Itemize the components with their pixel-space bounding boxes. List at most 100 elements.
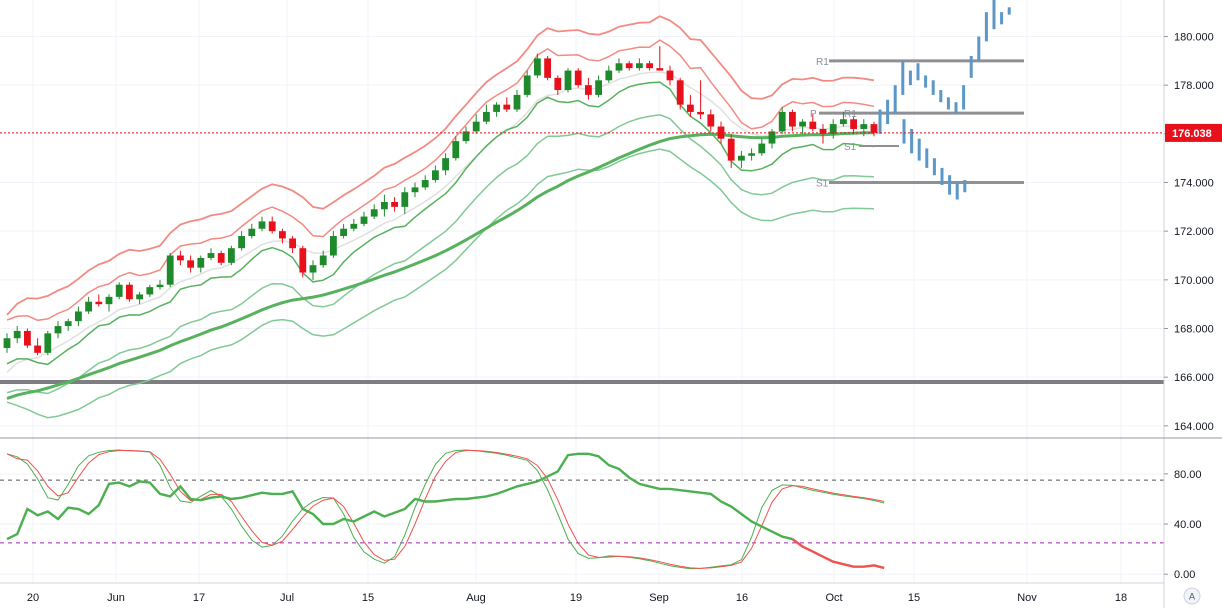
- candle: [156, 279, 164, 290]
- forecast-bar: [1000, 12, 1004, 25]
- candle: [605, 65, 613, 83]
- pivot-levels: R1 P R1 S1 S1: [810, 57, 1024, 190]
- candle: [809, 114, 817, 132]
- oscillator-tick-label: 80.00: [1174, 469, 1202, 481]
- candle: [503, 97, 511, 112]
- candle: [401, 187, 409, 215]
- candle: [748, 148, 755, 161]
- candle: [360, 211, 368, 227]
- candle: [95, 294, 103, 307]
- oscillator-panel: [0, 449, 1164, 570]
- lower-envelope-outer: [6, 148, 875, 419]
- forecast-bar: [878, 109, 882, 134]
- forecast-bar: [969, 55, 973, 78]
- time-tick-label: 16: [736, 592, 748, 604]
- forecast-bar: [977, 36, 981, 61]
- moving-average-slow: [6, 131, 874, 400]
- forecast-bar: [932, 158, 936, 176]
- candle: [126, 282, 133, 302]
- candle: [258, 216, 266, 232]
- forecast-bar: [902, 119, 906, 144]
- forecast-bar: [901, 60, 905, 95]
- time-tick-label: 19: [570, 592, 582, 604]
- price-tick-label: 164.000: [1174, 421, 1214, 433]
- candle: [75, 306, 82, 327]
- candle: [146, 284, 154, 297]
- forecast-bar: [962, 85, 966, 110]
- indicator-lines: [6, 15, 875, 419]
- time-tick-label: 15: [908, 592, 920, 604]
- candle: [309, 260, 317, 280]
- candle: [340, 223, 347, 239]
- candle: [289, 236, 296, 254]
- candle: [687, 94, 694, 117]
- moving-average-light: [6, 71, 875, 373]
- forecast-bar: [925, 148, 929, 168]
- candle: [625, 60, 633, 71]
- candle: [707, 109, 715, 132]
- candle: [850, 116, 857, 134]
- forecast-bar: [924, 75, 928, 88]
- price-tick-label: 178.000: [1174, 80, 1214, 92]
- price-tick-label: 180.000: [1174, 32, 1214, 44]
- candle: [819, 124, 827, 144]
- candle: [85, 296, 92, 314]
- candle: [789, 109, 796, 132]
- candle: [493, 102, 500, 117]
- rsi-line-bearish: [791, 538, 885, 570]
- time-tick-label: 18: [1115, 592, 1127, 604]
- price-tick-label: 174.000: [1174, 178, 1214, 190]
- candle: [676, 77, 684, 110]
- forecast-projection: [878, 0, 1011, 200]
- candle: [238, 231, 245, 251]
- time-tick-label: Aug: [466, 592, 486, 604]
- forecast-bar: [954, 102, 958, 115]
- candle: [34, 338, 41, 356]
- candle: [646, 60, 653, 71]
- forecast-bar: [917, 138, 921, 161]
- time-tick-label: Oct: [825, 592, 842, 604]
- forecast-bar: [908, 70, 912, 86]
- rsi-line: [6, 452, 793, 541]
- candle: [279, 228, 286, 244]
- candle: [319, 250, 327, 268]
- time-tick-label: 15: [362, 592, 374, 604]
- forecast-bar: [992, 0, 996, 30]
- forecast-bar: [984, 12, 988, 42]
- pivot-label-s1: S1: [816, 179, 829, 190]
- candle: [768, 128, 776, 149]
- candle: [217, 250, 225, 266]
- candle: [615, 58, 623, 73]
- price-tick-label: 170.000: [1174, 275, 1214, 287]
- candle: [534, 53, 541, 78]
- candlesticks: [3, 46, 878, 356]
- price-tick-label: 166.000: [1174, 372, 1214, 384]
- candle: [829, 119, 837, 139]
- time-tick-label: 17: [193, 592, 205, 604]
- price-tick-label: 172.000: [1174, 226, 1214, 238]
- time-tick-label: 20: [27, 592, 39, 604]
- time-tick-label: Jul: [280, 592, 294, 604]
- candle: [472, 114, 480, 134]
- candle: [870, 121, 878, 137]
- candle: [228, 245, 235, 266]
- candle: [54, 321, 62, 339]
- candle: [268, 216, 276, 234]
- candle: [656, 46, 664, 71]
- forecast-bar: [946, 97, 950, 110]
- time-tick-label: Sep: [649, 592, 669, 604]
- time-tick-label: Nov: [1017, 592, 1037, 604]
- candle: [197, 255, 205, 273]
- svg-text:A: A: [1189, 592, 1195, 602]
- forecast-bar: [893, 85, 897, 115]
- pivot-label-r1: R1: [844, 109, 857, 120]
- auto-scale-button[interactable]: A: [1183, 587, 1201, 605]
- candle: [513, 90, 521, 112]
- candle: [421, 175, 429, 190]
- candle: [24, 328, 31, 348]
- candle: [595, 75, 602, 98]
- candle: [564, 68, 572, 93]
- candle: [299, 245, 307, 278]
